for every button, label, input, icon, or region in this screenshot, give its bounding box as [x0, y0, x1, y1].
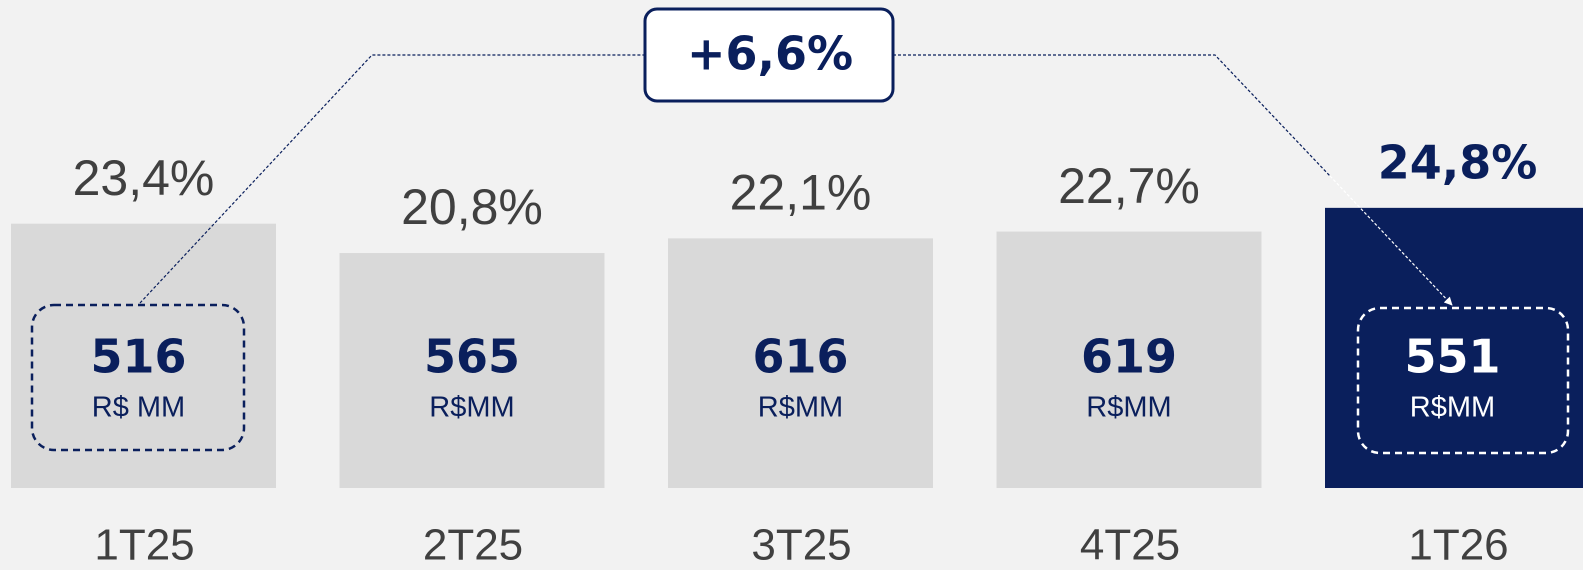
amount-unit: R$MM	[1410, 392, 1495, 424]
x-tick-label: 1T26	[1408, 521, 1508, 570]
value-label: 22,7%	[1058, 158, 1200, 214]
connector	[893, 54, 1331, 177]
bar	[1325, 207, 1583, 488]
bar	[668, 238, 933, 488]
value-label: 24,8%	[1378, 135, 1538, 189]
annotation-box	[643, 7, 895, 103]
x-tick-label: 3T25	[751, 521, 851, 570]
amount: 516	[90, 330, 186, 384]
connector	[139, 54, 645, 304]
bar	[996, 231, 1262, 488]
amount: 616	[752, 330, 848, 384]
value-label: 20,8%	[401, 179, 543, 235]
connector-arrow	[1329, 175, 1453, 306]
amount-unit: R$MM	[1086, 392, 1171, 424]
x-tick-label: 2T25	[423, 521, 523, 570]
amount-unit: R$MM	[758, 392, 843, 424]
amount-unit: R$MM	[429, 392, 514, 424]
x-tick-label: 1T25	[94, 521, 194, 570]
value-label: 23,4%	[73, 150, 215, 206]
amount-unit: R$ MM	[92, 392, 185, 424]
amount: 565	[424, 330, 520, 384]
annotation: +6,6%	[687, 27, 853, 81]
value-label: 22,1%	[730, 165, 872, 221]
highlight-box	[30, 303, 246, 452]
bar	[11, 223, 276, 488]
bars	[11, 207, 1583, 488]
amount: 619	[1081, 330, 1177, 384]
bar	[339, 253, 605, 488]
x-tick-label: 4T25	[1080, 521, 1180, 570]
amount: 551	[1404, 330, 1500, 384]
